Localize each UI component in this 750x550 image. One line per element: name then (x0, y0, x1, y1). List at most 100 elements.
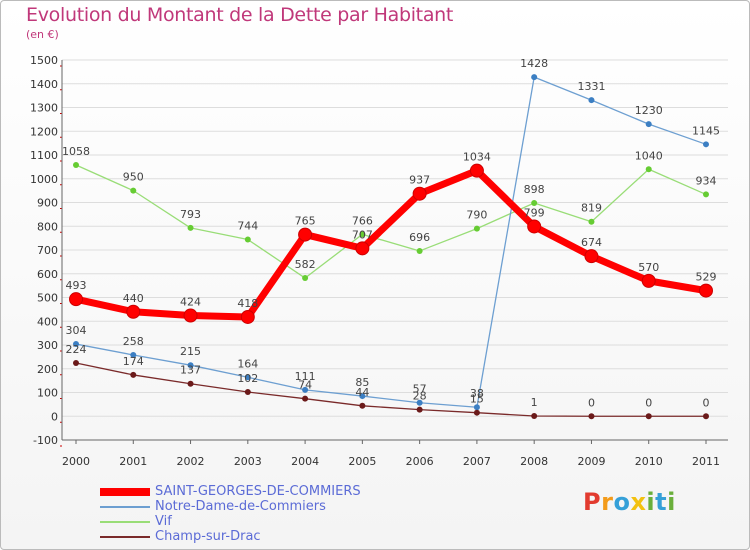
y-tick-label: 400 (37, 315, 58, 328)
data-label: 934 (696, 174, 717, 187)
x-tick-label: 2003 (234, 455, 262, 468)
data-point (187, 380, 194, 387)
y-tick-label: 1400 (30, 78, 58, 91)
data-label: 164 (237, 357, 258, 370)
data-label: 1230 (635, 104, 663, 117)
y-tick-label: 600 (37, 268, 58, 281)
data-label: 224 (66, 343, 87, 356)
data-label: 44 (355, 386, 369, 399)
data-point (703, 141, 709, 148)
data-point (645, 166, 652, 173)
y-tick-label: 200 (37, 363, 58, 376)
data-label: 1331 (577, 80, 605, 93)
data-point (359, 402, 366, 409)
data-point (302, 395, 309, 402)
data-label: 819 (581, 202, 602, 215)
data-point (703, 191, 709, 198)
data-label: 57 (413, 383, 427, 396)
data-point (473, 225, 480, 232)
data-label: 0 (703, 396, 710, 409)
data-point (527, 219, 542, 234)
data-label: 258 (123, 335, 144, 348)
y-tick-label: 1000 (30, 173, 58, 186)
series-line-2 (75, 164, 707, 279)
x-tick-label: 2006 (406, 455, 434, 468)
data-label: 440 (123, 292, 144, 305)
data-label: 937 (409, 174, 430, 187)
y-tick-label: 1300 (30, 102, 58, 115)
data-label: 85 (355, 376, 369, 389)
data-label: 0 (645, 396, 652, 409)
legend-label: Notre-Dame-de-Commiers (155, 499, 326, 514)
data-label: 137 (180, 364, 201, 377)
legend-swatch (100, 536, 150, 538)
series-line-1 (75, 76, 707, 408)
legend-swatch (100, 488, 150, 496)
data-label: 418 (237, 297, 258, 310)
data-label: 744 (237, 220, 258, 233)
data-point (531, 199, 538, 206)
data-label: 799 (524, 206, 545, 219)
proxiti-logo: Proxiti (583, 488, 676, 516)
data-point (645, 121, 652, 128)
data-point (473, 404, 480, 411)
data-label: 38 (470, 387, 484, 400)
data-label: 765 (295, 215, 316, 228)
x-tick-label: 2009 (577, 455, 605, 468)
data-point (244, 389, 251, 396)
data-label: 493 (66, 279, 87, 292)
data-label: 15 (470, 393, 484, 406)
data-point (187, 362, 194, 369)
data-label: 1040 (635, 149, 663, 162)
x-tick-label: 2005 (348, 455, 376, 468)
x-tick-label: 2007 (463, 455, 491, 468)
data-point (73, 360, 79, 367)
data-point (416, 399, 423, 406)
data-label: 1058 (62, 145, 90, 158)
y-tick-label: 700 (37, 244, 58, 257)
legend-label: Champ-sur-Drac (155, 529, 261, 544)
data-point (641, 273, 656, 288)
x-tick-label: 2000 (62, 455, 90, 468)
legend-label: Vif (155, 514, 172, 529)
logo-letter: x (630, 488, 647, 516)
data-point (359, 231, 366, 238)
logo-letter: o (613, 488, 631, 516)
data-point (473, 409, 480, 416)
data-point (359, 393, 366, 400)
data-label: 529 (696, 271, 717, 284)
data-point (416, 247, 423, 254)
data-label: 304 (66, 324, 87, 337)
data-point (69, 292, 83, 307)
data-label: 790 (466, 209, 487, 222)
logo-letter: t (655, 488, 668, 516)
data-point (240, 309, 255, 324)
data-point (469, 163, 484, 178)
data-point (302, 386, 309, 393)
x-tick-label: 2008 (520, 455, 548, 468)
data-label: 1 (531, 396, 538, 409)
data-point (298, 227, 313, 242)
data-label: 793 (180, 208, 201, 221)
data-point (130, 351, 137, 358)
y-tick-label: 100 (37, 387, 58, 400)
data-point (531, 413, 538, 420)
data-label: 102 (237, 372, 258, 385)
x-tick-label: 2011 (692, 455, 720, 468)
logo-letter: i (667, 488, 676, 516)
data-label: 215 (180, 345, 201, 358)
data-point (302, 275, 309, 282)
legend-swatch (100, 506, 150, 508)
data-point (130, 187, 137, 194)
series-line-3 (75, 362, 707, 417)
legend-swatch (100, 521, 150, 523)
logo-letter: r (601, 488, 614, 516)
x-tick-label: 2002 (177, 455, 205, 468)
x-tick-label: 2010 (635, 455, 663, 468)
data-point (73, 341, 79, 348)
data-label: 424 (180, 296, 201, 309)
data-point (416, 406, 423, 413)
y-tick-label: 800 (37, 220, 58, 233)
data-label: 766 (352, 214, 373, 227)
data-point (73, 161, 79, 168)
